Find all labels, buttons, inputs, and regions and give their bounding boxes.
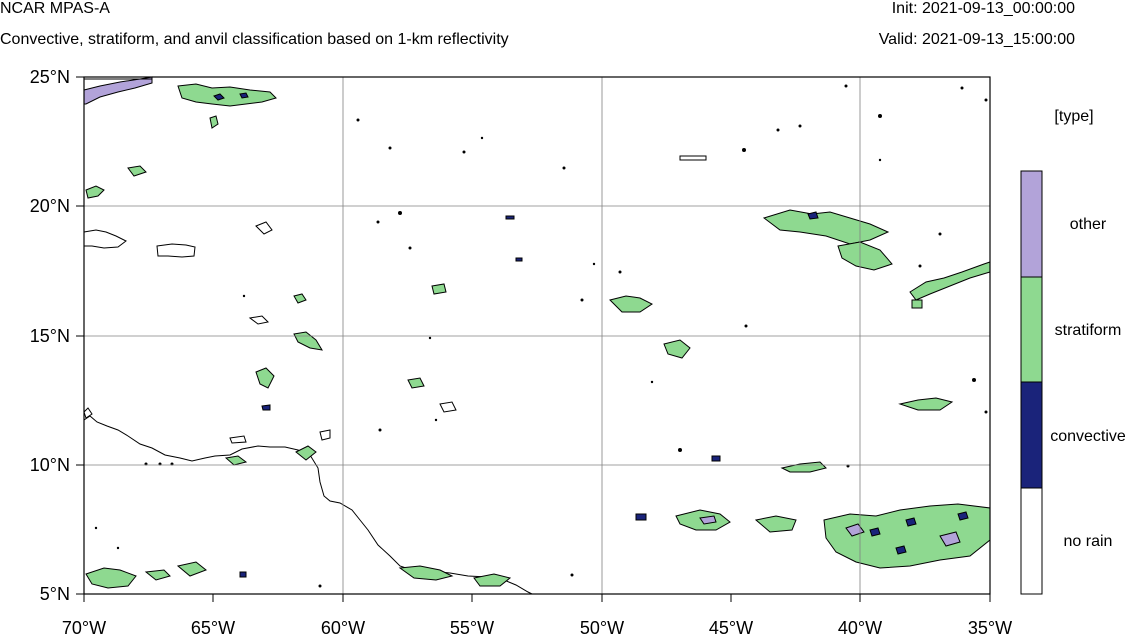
legend-swatch-stratiform xyxy=(1020,276,1043,383)
legend-label-convective: convective xyxy=(1050,428,1126,445)
map-title: NCAR MPAS-A xyxy=(0,0,110,17)
map-subtitle: Convective, stratiform, and anvil classi… xyxy=(0,31,509,48)
island-outline xyxy=(156,243,196,258)
legend: [type] other stratiform convective no ra… xyxy=(1020,108,1126,595)
legend-label-other: other xyxy=(1070,216,1107,233)
legend-label-stratiform: stratiform xyxy=(1055,322,1122,339)
lat-tick-label: 5°N xyxy=(40,584,70,604)
valid-time: Valid: 2021-09-13_15:00:00 xyxy=(878,31,1075,48)
precip-dots xyxy=(94,84,988,588)
gridlines xyxy=(84,77,990,594)
lon-tick-label: 60°W xyxy=(321,618,365,638)
lon-tick-label: 55°W xyxy=(450,618,494,638)
lon-tick-label: 35°W xyxy=(968,618,1012,638)
init-time: Init: 2021-09-13_00:00:00 xyxy=(891,0,1075,17)
legend-swatch-no-rain xyxy=(1020,487,1043,595)
lon-tick-label: 40°W xyxy=(838,618,882,638)
lat-tick-label: 15°N xyxy=(30,326,70,346)
legend-label-no-rain: no rain xyxy=(1064,533,1113,550)
legend-swatch-other xyxy=(1020,170,1043,278)
other-region xyxy=(83,76,153,105)
lon-tick-label: 65°W xyxy=(191,618,235,638)
lon-tick-label: 70°W xyxy=(62,618,106,638)
lon-tick-label: 45°W xyxy=(709,618,753,638)
precip-features xyxy=(85,83,991,589)
plot-area xyxy=(84,77,990,594)
axis-ticks xyxy=(76,76,991,602)
island-outline xyxy=(83,407,93,419)
lat-tick-label: 20°N xyxy=(30,196,70,216)
legend-swatch-convective xyxy=(1020,381,1043,489)
lat-tick-label: 10°N xyxy=(30,455,70,475)
legend-title: [type] xyxy=(1054,108,1093,125)
island-outline xyxy=(83,229,127,249)
lat-tick-label: 25°N xyxy=(30,67,70,87)
lon-tick-label: 50°W xyxy=(580,618,624,638)
